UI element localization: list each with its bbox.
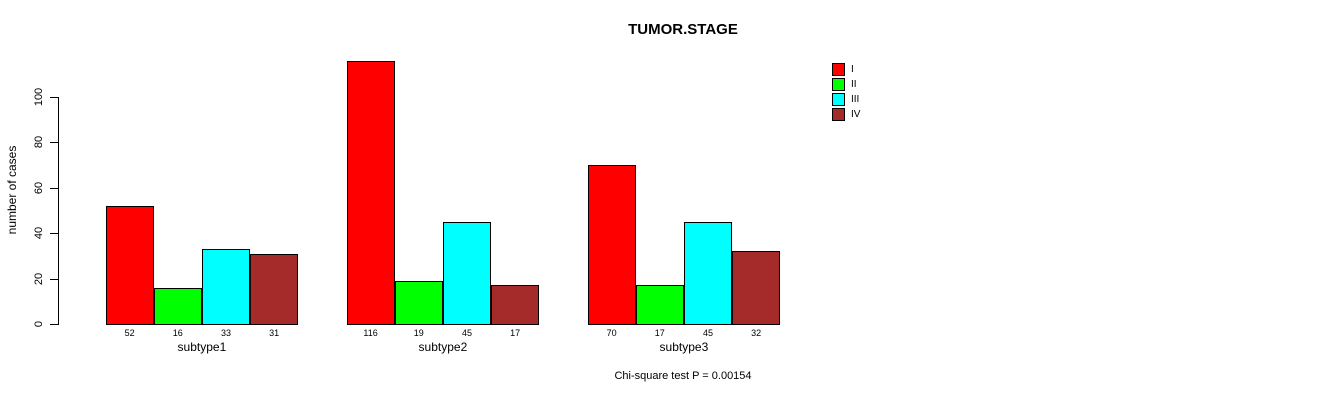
bar-stage-II-subtype2 xyxy=(394,280,443,325)
bar-value-label: 45 xyxy=(461,328,472,338)
y-tick-mark xyxy=(50,278,58,280)
bar-stage-III-subtype2 xyxy=(442,221,492,325)
bar-value-label: 33 xyxy=(220,328,231,338)
bar-stage-I-subtype3 xyxy=(587,165,636,325)
y-tick-mark xyxy=(50,142,58,144)
y-tick-mark xyxy=(50,233,58,235)
bar-value-label: 17 xyxy=(654,328,665,338)
category-label-subtype3: subtype3 xyxy=(659,340,709,354)
bar-value-label: 17 xyxy=(510,328,521,338)
bar-stage-I-subtype2 xyxy=(346,60,395,325)
bar-value-label: 16 xyxy=(172,328,183,338)
legend-label: IV xyxy=(851,109,861,120)
y-tick-mark xyxy=(50,187,58,189)
bar-value-label: 31 xyxy=(269,328,280,338)
bar-stage-IV-subtype1 xyxy=(250,253,299,325)
bar-value-label: 19 xyxy=(413,328,424,338)
bar-stage-II-subtype1 xyxy=(153,287,202,325)
y-tick-label: 20 xyxy=(33,272,45,285)
y-tick-mark xyxy=(50,324,58,325)
y-tick-label: 60 xyxy=(33,181,45,194)
bar-stage-II-subtype3 xyxy=(635,285,684,325)
chart-title: TUMOR.STAGE xyxy=(628,21,738,38)
bar-value-label: 32 xyxy=(751,328,762,338)
legend-swatch-IV xyxy=(832,108,845,121)
legend-item-I: I xyxy=(832,62,860,77)
y-tick-label: 80 xyxy=(33,136,45,149)
legend: I II III IV xyxy=(832,62,860,122)
legend-swatch-II xyxy=(832,78,845,91)
legend-label: III xyxy=(851,94,860,105)
category-label-subtype1: subtype1 xyxy=(177,340,227,354)
legend-label: I xyxy=(851,64,854,75)
bar-value-label: 70 xyxy=(606,328,617,338)
chi-square-annotation: Chi-square test P = 0.00154 xyxy=(614,370,752,382)
legend-item-III: III xyxy=(832,92,860,107)
bar-value-label: 52 xyxy=(124,328,135,338)
legend-item-IV: IV xyxy=(832,107,860,122)
bar-stage-IV-subtype3 xyxy=(732,251,781,325)
legend-label: II xyxy=(851,79,857,90)
y-tick-label: 40 xyxy=(33,227,45,240)
bar-stage-I-subtype1 xyxy=(105,205,154,325)
legend-swatch-I xyxy=(832,63,845,76)
legend-swatch-III xyxy=(832,93,845,106)
bar-stage-IV-subtype2 xyxy=(491,285,540,325)
legend-item-II: II xyxy=(832,77,860,92)
y-axis-line xyxy=(58,97,59,325)
bar-stage-III-subtype1 xyxy=(201,249,251,325)
y-tick-label: 0 xyxy=(33,320,45,328)
category-label-subtype2: subtype2 xyxy=(418,340,468,354)
y-tick-label: 100 xyxy=(33,87,45,107)
bar-value-label: 116 xyxy=(363,328,378,338)
bar-stage-III-subtype3 xyxy=(683,221,733,325)
bar-value-label: 45 xyxy=(702,328,713,338)
y-tick-mark xyxy=(50,97,58,98)
y-axis-label: number of cases xyxy=(5,145,19,235)
